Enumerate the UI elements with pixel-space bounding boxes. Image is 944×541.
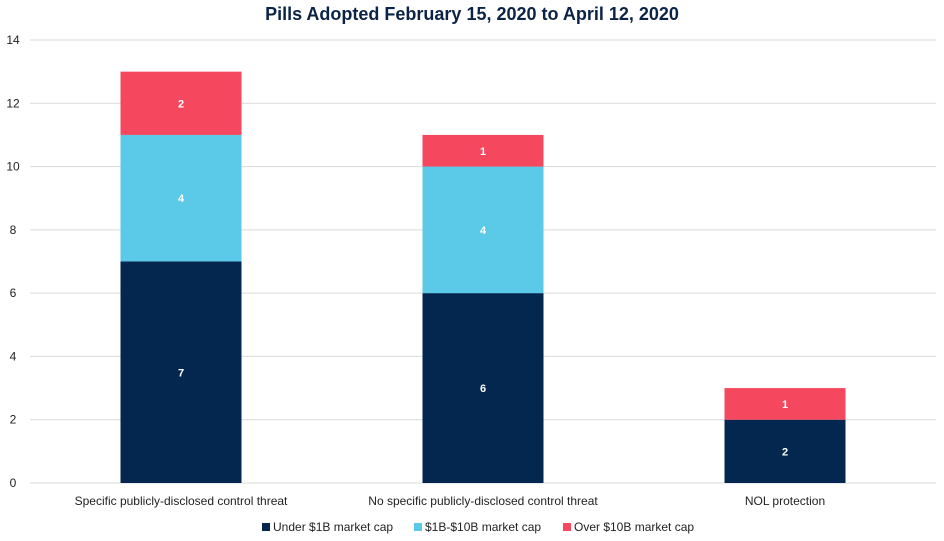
data-label: 1 [480,146,486,158]
data-label: 2 [178,98,184,110]
legend: Under $1B market cap $1B-$10B market cap O… [262,520,694,534]
plot-area: 7 4 2 6 4 1 2 1 [120,71,846,483]
data-label: 6 [480,383,486,395]
data-label: 1 [782,399,788,411]
y-tick-label: 4 [10,349,17,363]
bar-segment [422,166,544,294]
x-category-label: NOL protection [745,494,825,508]
bar-segment [120,134,242,262]
bar-segment [724,419,846,483]
data-label: 4 [480,225,487,237]
y-tick-label: 6 [10,286,17,300]
data-label: 7 [178,367,184,379]
y-tick-label: 0 [10,476,17,490]
legend-swatch [414,523,422,531]
legend-label: $1B-$10B market cap [425,520,541,534]
legend-label: Under $1B market cap [273,520,393,534]
data-label: 2 [782,446,788,458]
bar-segment [724,388,846,420]
bar-segment [120,71,242,135]
data-label: 4 [178,193,185,205]
y-tick-label: 8 [10,223,17,237]
y-tick-label: 12 [6,96,20,110]
y-tick-label: 14 [6,33,20,47]
legend-label: Over $10B market cap [574,520,694,534]
x-category-label: No specific publicly-disclosed control t… [368,494,598,508]
bar-segment [422,134,544,167]
bar-segment [120,261,242,483]
y-tick-label: 10 [6,160,20,174]
legend-swatch [262,523,270,531]
x-category-label: Specific publicly-disclosed control thre… [75,494,288,508]
y-tick-label: 2 [10,413,17,427]
legend-swatch [563,523,571,531]
y-axis: 0 2 4 6 8 10 12 14 [6,33,20,490]
x-axis: Specific publicly-disclosed control thre… [75,494,826,508]
bar-segment [422,293,544,483]
chart-title: Pills Adopted February 15, 2020 to April… [265,4,679,24]
